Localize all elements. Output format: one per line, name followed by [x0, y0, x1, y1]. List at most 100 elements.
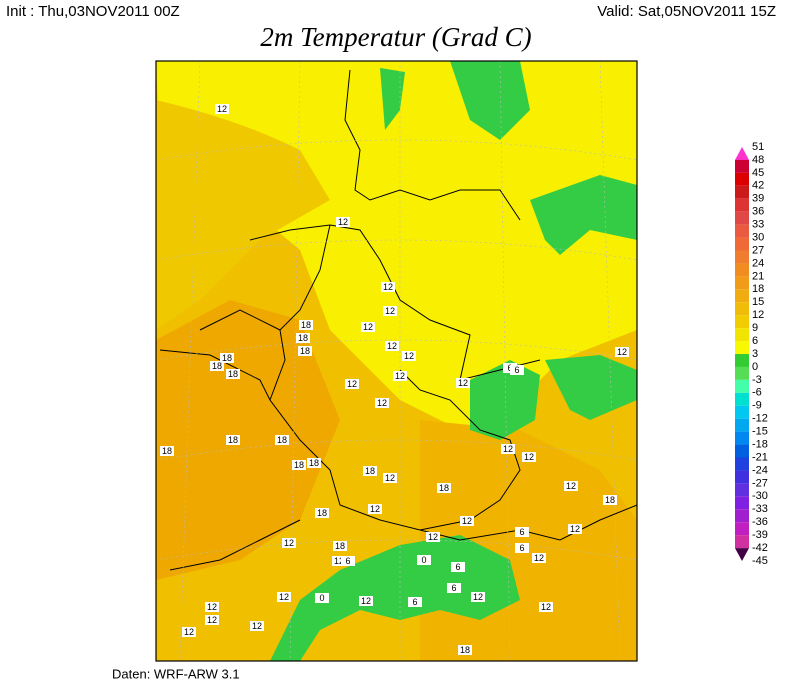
contour-label: 12: [217, 104, 227, 114]
contour-label: 12: [503, 444, 513, 454]
data-source: Daten: WRF-ARW 3.1: [112, 666, 240, 681]
contour-label-box: [296, 333, 310, 343]
contour-label: 18: [439, 483, 449, 493]
colorbar-label: 12: [752, 309, 764, 321]
colorbar-swatch: [735, 276, 749, 290]
colorbar-swatch: [735, 392, 749, 406]
contour-label-box: [336, 217, 350, 227]
colorbar-swatch: [735, 405, 749, 419]
contour-label-box: [292, 460, 306, 470]
colorbar-label: 30: [752, 231, 764, 243]
contour-label-box: [402, 351, 416, 361]
valid-time: Valid: Sat,05NOV2011 15Z: [597, 3, 776, 20]
contour-label-box: [437, 483, 451, 493]
colorbar-label: -42: [752, 542, 768, 554]
contour-label-box: [205, 615, 219, 625]
colorbar-swatch: [735, 224, 749, 238]
colorbar-label: 33: [752, 219, 764, 231]
colorbar-swatch: [735, 172, 749, 186]
colorbar-label: -36: [752, 516, 768, 528]
contour-label: 12: [334, 556, 344, 566]
contour-label-box: [226, 435, 240, 445]
contour-label-box: [539, 602, 553, 612]
colorbar-swatch: [735, 289, 749, 303]
colorbar-label: 0: [752, 361, 758, 373]
colorbar-swatch: [735, 341, 749, 354]
contour-label: 12: [566, 481, 576, 491]
colorbar-label: 6: [752, 335, 758, 347]
contour-label-box: [451, 562, 465, 572]
colorbar-swatch: [735, 496, 749, 510]
map-title: 2m Temperatur (Grad C): [260, 22, 531, 52]
contour-label: 18: [301, 320, 311, 330]
colorbar-swatch: [735, 366, 749, 380]
contour-label: 12: [387, 341, 397, 351]
colorbar-swatch: [735, 328, 749, 342]
colorbar-swatch: [735, 198, 749, 212]
contour-label-box: [210, 361, 224, 371]
contour-label: 0: [421, 555, 426, 565]
contour-label-box: [368, 504, 382, 514]
contour-label-box: [447, 583, 461, 593]
contour-label: 12: [207, 615, 217, 625]
contour-label: 6: [455, 562, 460, 572]
colorbar-label: 15: [752, 296, 764, 308]
contour-label-box: [359, 596, 373, 606]
contour-label: 12: [534, 553, 544, 563]
contour-label-box: [315, 593, 329, 603]
colorbar-label: -6: [752, 387, 762, 399]
contour-label: 6: [345, 556, 350, 566]
colorbar-label: 9: [752, 322, 758, 334]
contour-label: 12: [284, 538, 294, 548]
contour-label: 18: [162, 446, 172, 456]
contour-label-box: [564, 481, 578, 491]
contour-label: 18: [277, 435, 287, 445]
colorbar-swatch: [735, 263, 749, 277]
colorbar-label: 21: [752, 270, 764, 282]
contour-label: 18: [365, 466, 375, 476]
colorbar-label: -24: [752, 464, 768, 476]
colorbar-label: 18: [752, 283, 764, 295]
colorbar-swatch: [735, 211, 749, 225]
contour-label-box: [375, 398, 389, 408]
contour-label: 12: [428, 532, 438, 542]
contour-label: 6: [514, 365, 519, 375]
colorbar-swatch: [735, 444, 749, 458]
contour-label: 12: [458, 378, 468, 388]
contour-label-box: [307, 458, 321, 468]
contour-label: 18: [317, 508, 327, 518]
colorbar-label: 3: [752, 348, 758, 360]
colorbar-swatch: [735, 535, 749, 549]
contour-label: 12: [252, 621, 262, 631]
contour-label-box: [383, 306, 397, 316]
contour-label-box: [341, 556, 355, 566]
colorbar-label: -30: [752, 490, 768, 502]
contour-label: 6: [519, 543, 524, 553]
contour-label-box: [215, 104, 229, 114]
colorbar-label: 51: [752, 141, 764, 153]
contour-label: 12: [617, 347, 627, 357]
contour-label-box: [615, 347, 629, 357]
contour-label: 6: [412, 597, 417, 607]
contour-label-box: [603, 495, 617, 505]
contour-label-box: [182, 627, 196, 637]
colorbar-label: -21: [752, 451, 768, 463]
colorbar-label: -45: [752, 555, 768, 567]
contour-label: 12: [383, 282, 393, 292]
contour-label-box: [385, 341, 399, 351]
contour-label: 12: [377, 398, 387, 408]
colorbar-label: -18: [752, 438, 768, 450]
colorbar-swatch: [735, 457, 749, 471]
contour-label: 12: [395, 371, 405, 381]
contour-label-box: [345, 379, 359, 389]
colorbar-label: 24: [752, 257, 764, 269]
contour-label: 12: [462, 516, 472, 526]
contour-label-box: [456, 378, 470, 388]
contour-label: 12: [338, 217, 348, 227]
contour-label-box: [299, 320, 313, 330]
contour-label: 12: [385, 473, 395, 483]
contour-label: 12: [184, 627, 194, 637]
contour-label: 18: [460, 645, 470, 655]
contour-label: 12: [370, 504, 380, 514]
